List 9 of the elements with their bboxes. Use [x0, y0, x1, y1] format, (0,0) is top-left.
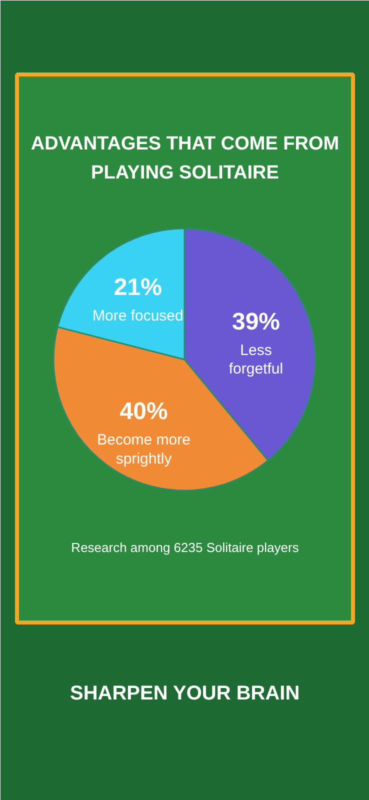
text: SHARPEN YOUR BRAIN	[70, 682, 300, 704]
chart-title: ADVANTAGES THAT COME FROM PLAYING SOLITAIRE	[30, 133, 340, 184]
slice-label: Less forgetful	[228, 342, 284, 378]
data-label: 21%	[114, 274, 162, 301]
data-label: 39%	[232, 308, 280, 336]
slice-label: More focused	[92, 307, 184, 324]
data-label: 40%	[120, 398, 168, 426]
slice-label: Become more sprightly	[97, 432, 190, 468]
text: Research among 6235 Solitaire players	[71, 540, 300, 555]
